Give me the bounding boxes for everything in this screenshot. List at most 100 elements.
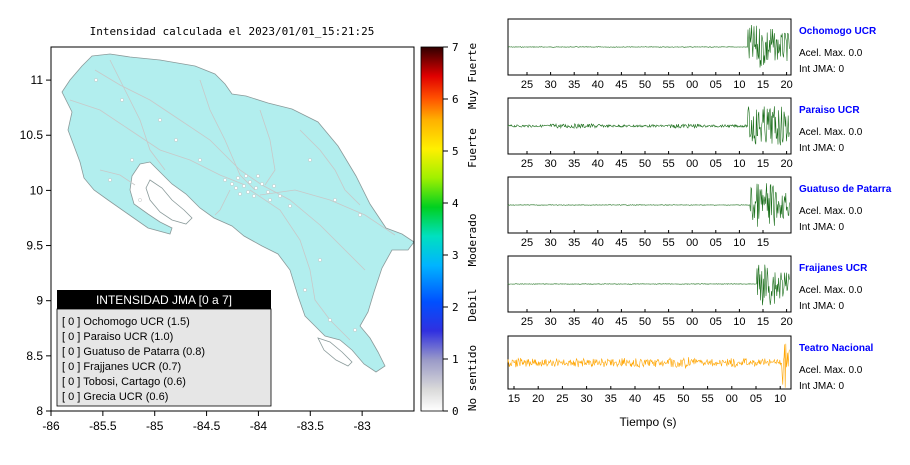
- map-title: Intensidad calculada el 2023/01/01_15:21…: [90, 25, 375, 38]
- waveform-x-tick-label: 10: [733, 158, 745, 170]
- waveform-x-tick-label: 30: [544, 316, 556, 328]
- waveform-panels: 25 30 35 40 45 50 55 00 05 10 15 20 Ochomogo UCR Acel…: [507, 18, 892, 405]
- waveform-trace: [507, 183, 790, 227]
- map-x-tick-label: -84: [250, 419, 268, 433]
- waveform-x-tick-label: 50: [639, 316, 651, 328]
- waveform-x-tick-label: 10: [733, 237, 745, 249]
- road-network: [69, 59, 396, 341]
- station-name: Guatuso de Patarra: [799, 184, 892, 195]
- waveform-trace: [507, 343, 790, 388]
- colorbar-category-label: Debil: [466, 288, 479, 321]
- station-name: Ochomogo UCR: [799, 26, 877, 37]
- colorbar-ticks: 7 6 5 4 3 2 1 0: [443, 41, 459, 418]
- waveform-x-tick-label: 40: [592, 237, 604, 249]
- waveform-x-tick-label: 25: [521, 79, 533, 91]
- waveform-x-tick-label: 25: [521, 237, 533, 249]
- waveform-x-tick-label: 45: [615, 316, 627, 328]
- station-acel: Acel. Max. 0.0: [799, 285, 863, 296]
- waveform-x-tick-label: 00: [726, 393, 738, 405]
- waveform-x-tick-label: 20: [532, 393, 544, 405]
- waveform-x-tick-label: 05: [710, 79, 722, 91]
- waveform-panel: 25 30 35 40 45 50 55 00 05 10 15 20 Paraiso UCR Acel.…: [507, 97, 863, 170]
- map-frame: [50, 46, 415, 412]
- waveform-x-tick-label: 45: [615, 79, 627, 91]
- nicoya-gulf-water: [145, 179, 193, 225]
- waveform-x-tick-label: 30: [544, 237, 556, 249]
- waveform-x-tick-label: 40: [592, 158, 604, 170]
- waveform-x-tick-label: 25: [521, 316, 533, 328]
- waveform-x-tick-label: 35: [605, 393, 617, 405]
- map-x-axis: -86 -85.5 -85 -84.5 -84 -83.5 -83: [42, 411, 371, 433]
- legend-item: [ 0 ] Paraiso UCR (1.0): [62, 331, 173, 343]
- waveform-x-tick-label: 20: [780, 79, 792, 91]
- golfo-dulce-water: [317, 337, 353, 367]
- legend-item: [ 0 ] Guatuso de Patarra (0.8): [62, 346, 205, 358]
- waveform-x-tick-label: 05: [710, 316, 722, 328]
- map-x-tick-label: -83: [353, 419, 371, 433]
- waveform-x-tick-label: 35: [568, 316, 580, 328]
- waveform-x-tick-label: 00: [686, 158, 698, 170]
- map-x-tick-label: -83.5: [297, 419, 325, 433]
- waveform-x-tick-label: 05: [710, 158, 722, 170]
- waveform-x-tick-label: 25: [556, 393, 568, 405]
- waveform-x-tick-label: 25: [521, 158, 533, 170]
- legend-item: [ 0 ] Ochomogo UCR (1.5): [62, 316, 190, 328]
- waveform-x-tick-label: 40: [629, 393, 641, 405]
- legend-items: [ 0 ] Ochomogo UCR (1.5) [ 0 ] Paraiso UC…: [62, 316, 205, 403]
- waveform-x-tick-label: 00: [686, 79, 698, 91]
- station-int-jma: Int JMA: 0: [799, 64, 844, 75]
- waveform-x-tick-label: 15: [757, 316, 769, 328]
- waveform-x-tick-label: 50: [639, 158, 651, 170]
- waveform-x-tick-label: 55: [662, 158, 674, 170]
- colorbar-tick-label: 1: [452, 353, 459, 366]
- waveform-x-tick-label: 15: [757, 158, 769, 170]
- waveform-x-tick-label: 15: [757, 79, 769, 91]
- costa-rica-land: [61, 53, 414, 373]
- map-y-tick-label: 11: [31, 73, 44, 87]
- colorbar-tick-label: 6: [452, 93, 459, 106]
- map-y-tick-label: 9: [36, 294, 43, 308]
- station-int-jma: Int JMA: 0: [799, 381, 844, 392]
- colorbar-category-label: Moderado: [466, 214, 479, 267]
- station-int-jma: Int JMA: 0: [799, 301, 844, 312]
- colorbar-tick-label: 4: [452, 197, 459, 210]
- colorbar-tick-label: 5: [452, 145, 459, 158]
- waveform-trace: [508, 24, 790, 68]
- waveform-x-tick-label: 10: [774, 393, 786, 405]
- waveform-x-tick-label: 50: [639, 237, 651, 249]
- waveform-x-tick-label: 05: [710, 237, 722, 249]
- legend-item: [ 0 ] Frajjanes UCR (0.7): [62, 361, 181, 373]
- waveform-trace: [507, 264, 790, 306]
- waveform-x-tick-label: 40: [592, 79, 604, 91]
- station-name: Paraiso UCR: [799, 105, 860, 116]
- jma-colorbar: [420, 46, 444, 412]
- legend-item: [ 0 ] Grecia UCR (0.6): [62, 391, 168, 403]
- legend-header-bg: [57, 290, 271, 309]
- map-y-tick-label: 10.5: [20, 128, 44, 142]
- waveform-panel: 25 30 35 40 45 50 55 00 05 10 15 Guatuso de Patarra…: [507, 176, 892, 249]
- map-y-tick-label: 9.5: [26, 239, 43, 253]
- colorbar-labels: Muy Fuerte Fuerte Moderado Debil No sentido: [466, 43, 479, 411]
- waveform-x-tick-label: 10: [733, 316, 745, 328]
- station-acel: Acel. Max. 0.0: [799, 365, 863, 376]
- waveform-x-tick-label: 55: [662, 79, 674, 91]
- legend-item: [ 0 ] Tobosi, Cartago (0.6): [62, 376, 186, 388]
- waveform-x-tick-label: 55: [662, 237, 674, 249]
- waveform-x-tick-label: 45: [615, 237, 627, 249]
- waveform-x-tick-label: 45: [615, 158, 627, 170]
- waveform-x-tick-label: 15: [757, 237, 769, 249]
- waveform-x-tick-label: 05: [750, 393, 762, 405]
- station-dots: [94, 78, 362, 332]
- colorbar-category-label: Muy Fuerte: [466, 43, 479, 109]
- station-name: Teatro Nacional: [799, 343, 873, 354]
- waveform-panel: 25 30 35 40 45 50 55 00 05 10 15 20 Ochomogo UCR Acel…: [507, 18, 877, 91]
- station-int-jma: Int JMA: 0: [799, 222, 844, 233]
- waveform-x-tick-label: 35: [568, 158, 580, 170]
- waveform-x-tick-label: 30: [580, 393, 592, 405]
- waveform-x-tick-label: 15: [508, 393, 520, 405]
- intensity-legend: INTENSIDAD JMA [0 a 7] [ 0 ] Ochomogo UC…: [56, 290, 272, 407]
- colorbar-tick-label: 0: [452, 405, 459, 418]
- waveform-x-tick-label: 55: [701, 393, 713, 405]
- waveform-x-tick-label: 50: [677, 393, 689, 405]
